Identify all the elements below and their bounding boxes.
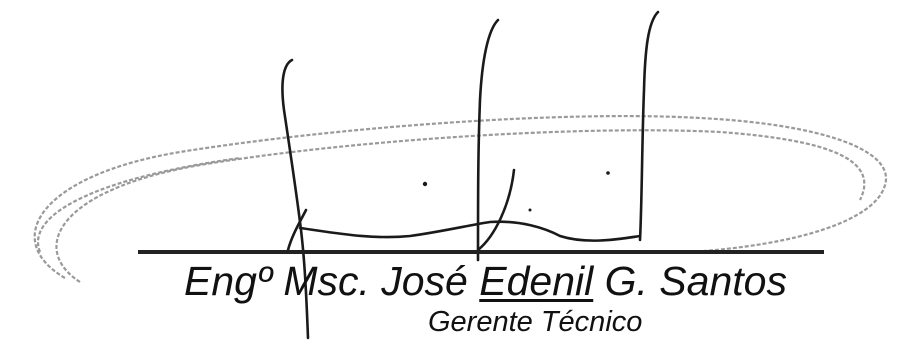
signer-name-suffix: G. Santos [593, 258, 787, 304]
signature-strokes [281, 10, 660, 340]
signer-name: Engº Msc. José Edenil G. Santos [184, 258, 787, 305]
signer-name-underlined: Edenil [479, 258, 594, 304]
signer-title: Gerente Técnico [428, 306, 643, 338]
signature-loops [33, 114, 887, 283]
signature-line [138, 250, 824, 254]
signer-name-prefix: Engº Msc. José [184, 258, 480, 304]
